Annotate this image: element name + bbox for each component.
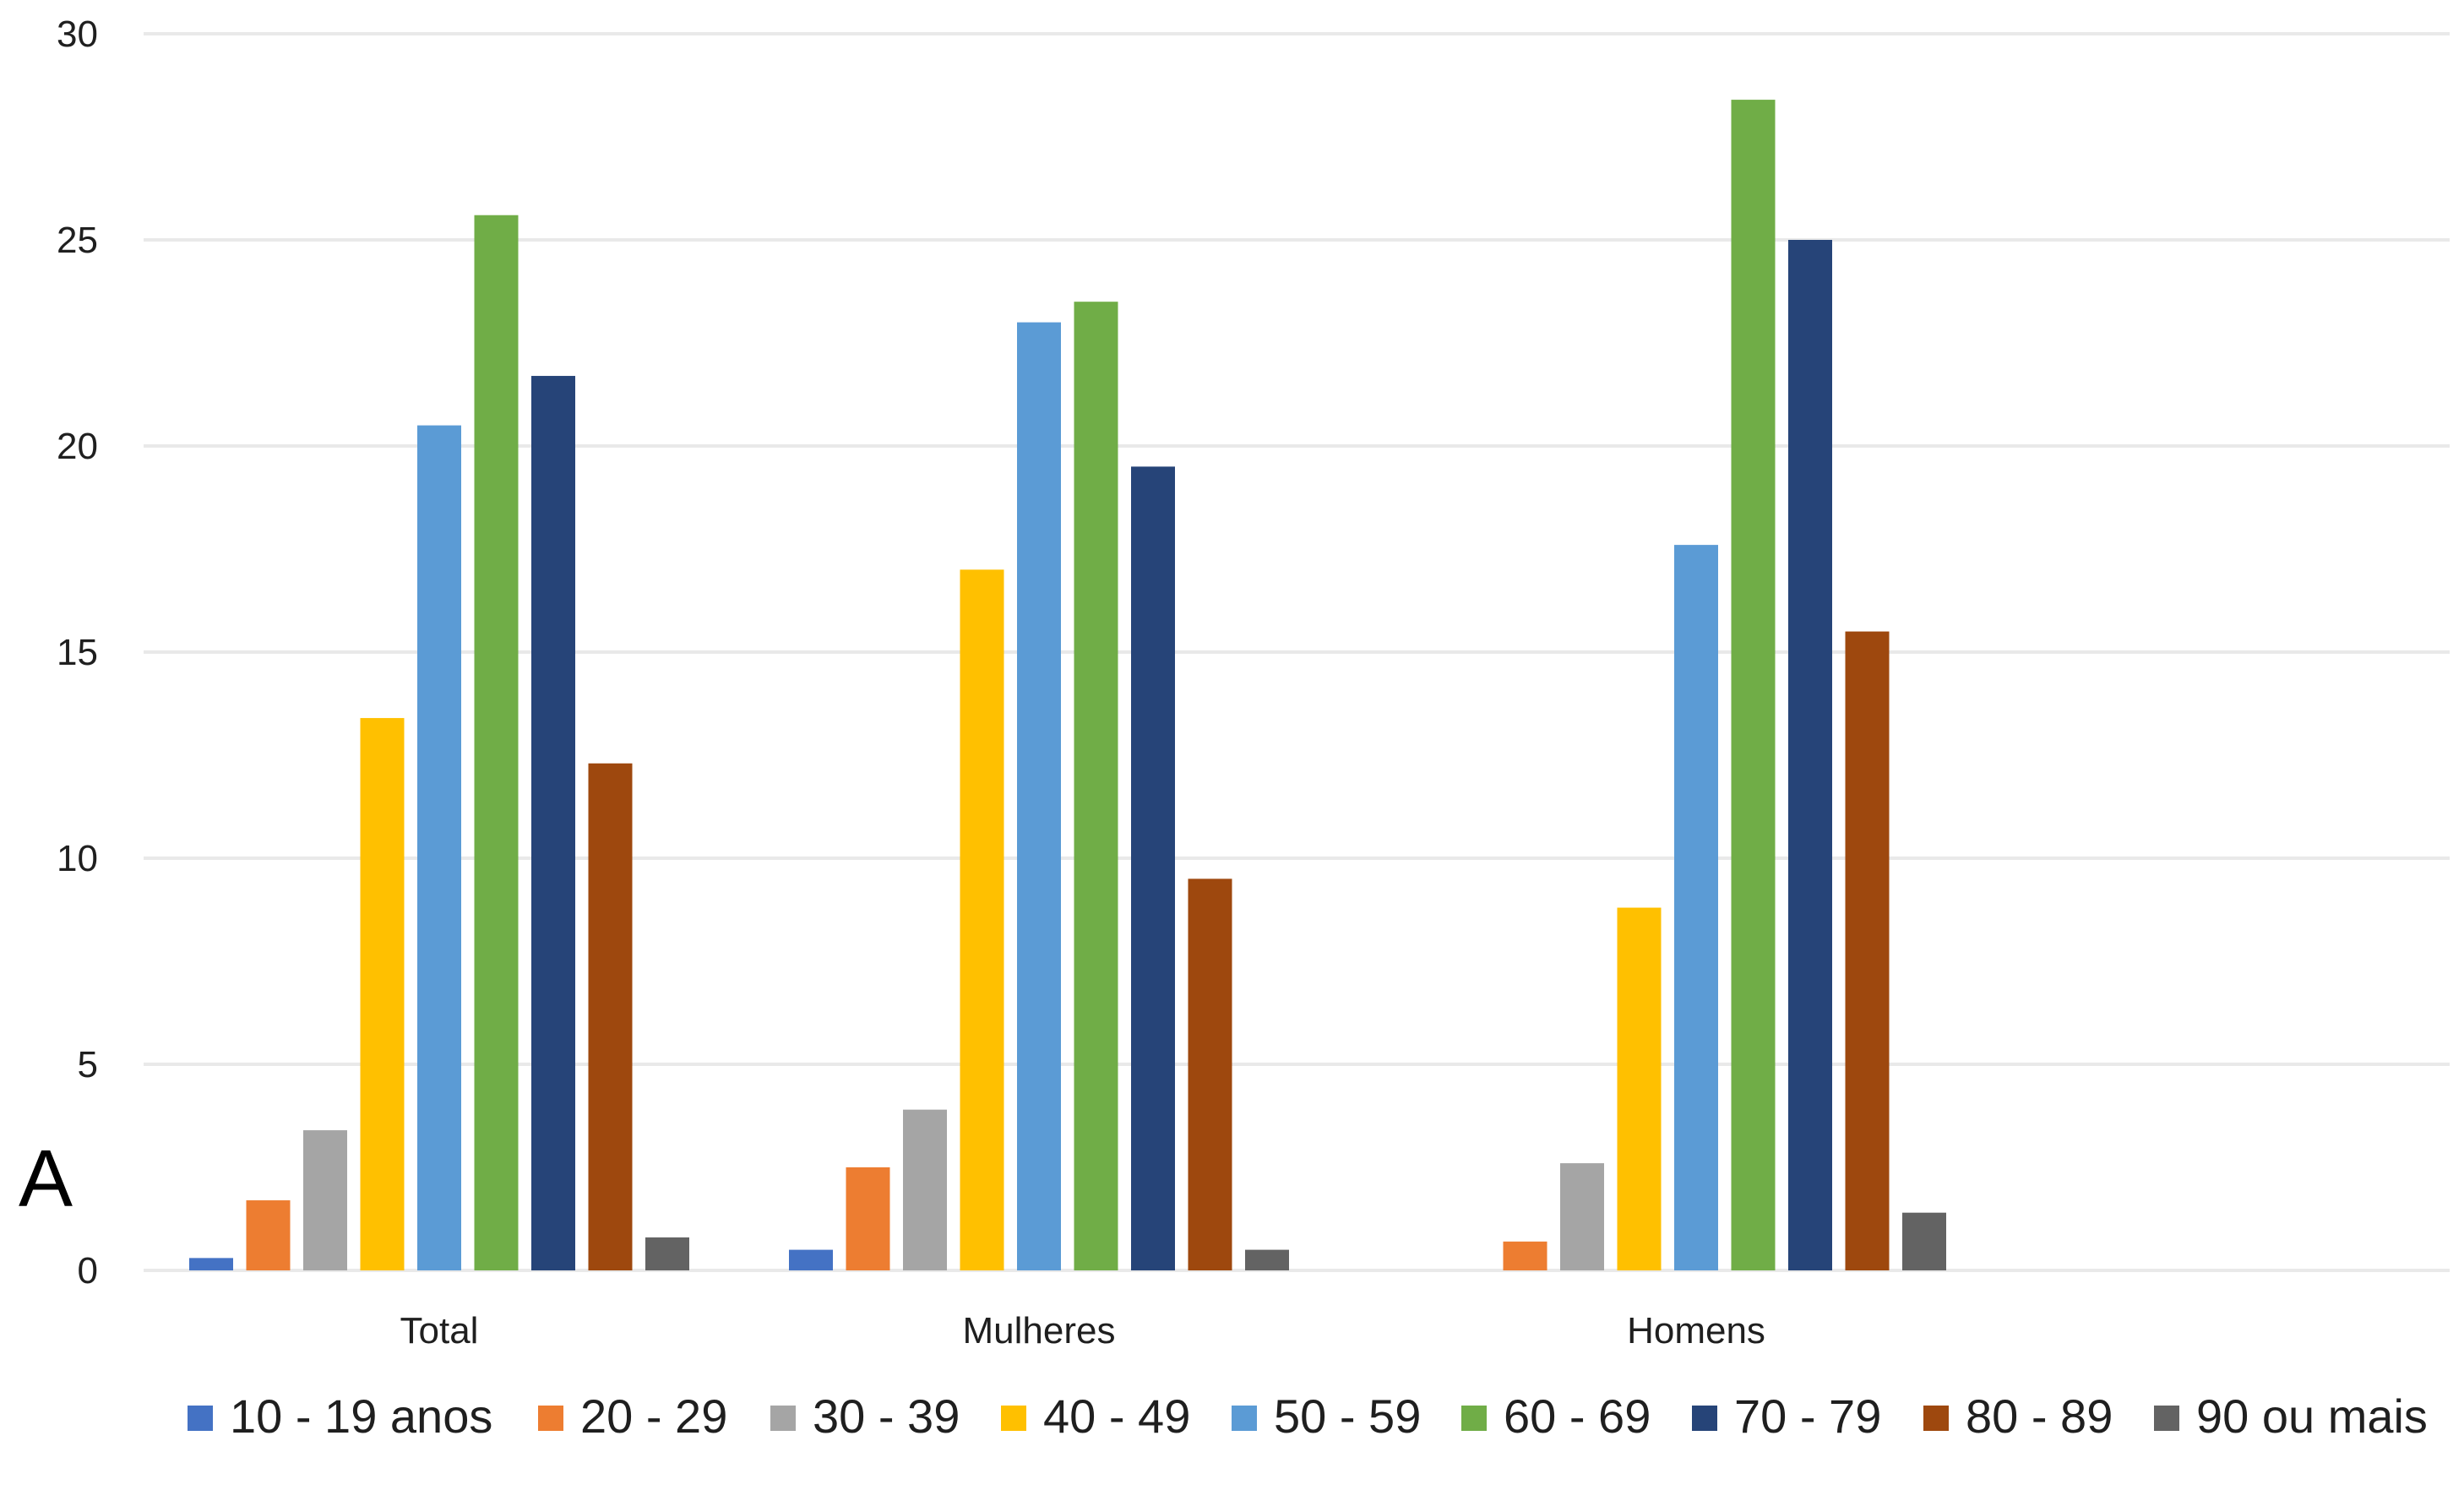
x-axis-category-labels: Total Mulheres Homens bbox=[400, 1310, 1765, 1351]
category-label-homens: Homens bbox=[1627, 1310, 1765, 1351]
gridlines bbox=[144, 32, 2450, 1272]
bar-mulheres-1 bbox=[789, 1249, 833, 1270]
y-tick-label: 20 bbox=[57, 426, 98, 467]
legend-label: 30 - 39 bbox=[813, 1389, 960, 1443]
legend-label: 80 - 89 bbox=[1966, 1389, 2113, 1443]
category-label-total: Total bbox=[400, 1310, 479, 1351]
legend-item: 40 - 49 bbox=[1001, 1389, 1190, 1443]
legend-item: 90 ou mais bbox=[2154, 1389, 2428, 1443]
legend-label: 60 - 69 bbox=[1504, 1389, 1651, 1443]
legend-item: 60 - 69 bbox=[1461, 1389, 1651, 1443]
y-tick-label: 0 bbox=[78, 1250, 98, 1292]
bar-mulheres-5 bbox=[1017, 322, 1061, 1271]
bar-total-7 bbox=[531, 376, 575, 1270]
bar-mulheres-4 bbox=[960, 569, 1004, 1270]
bar-mulheres-7 bbox=[1131, 466, 1175, 1270]
y-axis-tick-labels: 0 5 10 15 20 25 30 bbox=[57, 14, 98, 1292]
legend-item: 10 - 19 anos bbox=[188, 1389, 492, 1443]
bar-total-2 bbox=[246, 1200, 291, 1270]
legend-item: 50 - 59 bbox=[1232, 1389, 1421, 1443]
bar-mulheres-9 bbox=[1245, 1249, 1289, 1270]
legend-swatch bbox=[188, 1406, 213, 1431]
legend-label: 40 - 49 bbox=[1043, 1389, 1190, 1443]
legend-item: 30 - 39 bbox=[770, 1389, 960, 1443]
y-tick-label: 10 bbox=[57, 838, 98, 879]
bar-homens-4 bbox=[1617, 907, 1662, 1270]
bar-homens-6 bbox=[1731, 100, 1776, 1271]
legend-swatch bbox=[2154, 1406, 2179, 1431]
bar-mulheres-6 bbox=[1074, 302, 1118, 1271]
bar-homens-8 bbox=[1845, 631, 1890, 1270]
legend-swatch bbox=[1001, 1406, 1026, 1431]
category-label-mulheres: Mulheres bbox=[963, 1310, 1116, 1351]
legend-label: 70 - 79 bbox=[1734, 1389, 1881, 1443]
bar-total-1 bbox=[189, 1258, 233, 1270]
legend-item: 70 - 79 bbox=[1692, 1389, 1881, 1443]
bar-total-4 bbox=[360, 718, 405, 1270]
legend-swatch bbox=[1923, 1406, 1949, 1431]
bar-homens-5 bbox=[1674, 545, 1718, 1270]
legend-swatch bbox=[1232, 1406, 1257, 1431]
bar-total-5 bbox=[417, 425, 461, 1271]
panel-label: A bbox=[19, 1134, 73, 1224]
bar-total-8 bbox=[588, 763, 633, 1270]
legend-label: 20 - 29 bbox=[580, 1389, 727, 1443]
bars bbox=[189, 100, 1946, 1271]
bar-mulheres-8 bbox=[1188, 878, 1232, 1270]
bar-mulheres-2 bbox=[846, 1167, 890, 1270]
legend-label: 50 - 59 bbox=[1274, 1389, 1421, 1443]
legend-label: 90 ou mais bbox=[2196, 1389, 2428, 1443]
legend-swatch bbox=[538, 1406, 563, 1431]
y-tick-label: 15 bbox=[57, 632, 98, 673]
bar-mulheres-3 bbox=[903, 1109, 947, 1270]
bar-homens-9 bbox=[1902, 1212, 1946, 1270]
legend-swatch bbox=[770, 1406, 796, 1431]
bar-total-9 bbox=[645, 1237, 689, 1270]
legend-item: 80 - 89 bbox=[1923, 1389, 2113, 1443]
bar-homens-3 bbox=[1560, 1163, 1604, 1270]
bar-total-6 bbox=[474, 215, 519, 1271]
bar-homens-7 bbox=[1788, 240, 1832, 1270]
legend-swatch bbox=[1692, 1406, 1717, 1431]
legend-swatch bbox=[1461, 1406, 1487, 1431]
bar-total-3 bbox=[303, 1130, 347, 1270]
legend-item: 20 - 29 bbox=[538, 1389, 727, 1443]
y-tick-label: 30 bbox=[57, 14, 98, 55]
legend-label: 10 - 19 anos bbox=[230, 1389, 492, 1443]
y-tick-label: 5 bbox=[78, 1044, 98, 1085]
bar-homens-2 bbox=[1503, 1241, 1547, 1270]
legend: 10 - 19 anos 20 - 29 30 - 39 40 - 49 50 - 59… bbox=[188, 1389, 2428, 1443]
y-tick-label: 25 bbox=[57, 220, 98, 261]
